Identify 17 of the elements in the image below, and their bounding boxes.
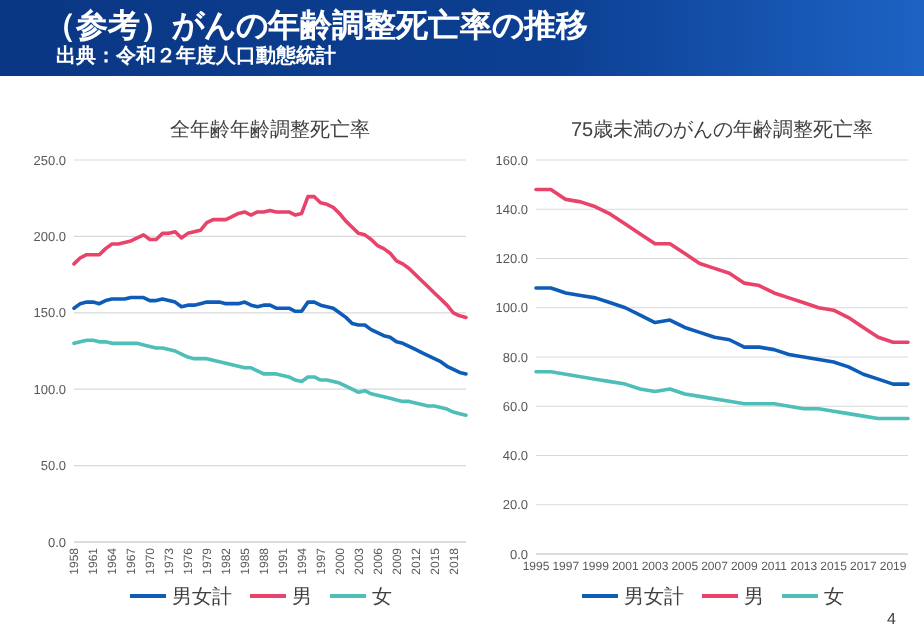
line-series	[534, 286, 910, 386]
legend-label: 男	[292, 587, 312, 609]
chart-title: 75歳未満のがんの年齢調整死亡率	[570, 118, 874, 142]
line-series	[72, 338, 468, 417]
line-series	[72, 194, 468, 320]
legend-label: 男女計	[624, 585, 684, 609]
line-series	[534, 369, 910, 421]
legend-label: 女	[824, 585, 844, 609]
chart-title: 全年齢年齢調整死亡率	[170, 118, 370, 142]
legend-label: 女	[372, 585, 392, 609]
line-series	[534, 187, 910, 345]
legend-label: 男	[744, 587, 764, 609]
line-series	[72, 295, 468, 376]
text: （参考）がんの年齢調整死亡率の推移	[44, 6, 588, 44]
text: 4	[887, 610, 898, 628]
text: 出典：令和２年度人口動態統計	[56, 44, 336, 68]
legend-label: 男女計	[172, 585, 232, 609]
